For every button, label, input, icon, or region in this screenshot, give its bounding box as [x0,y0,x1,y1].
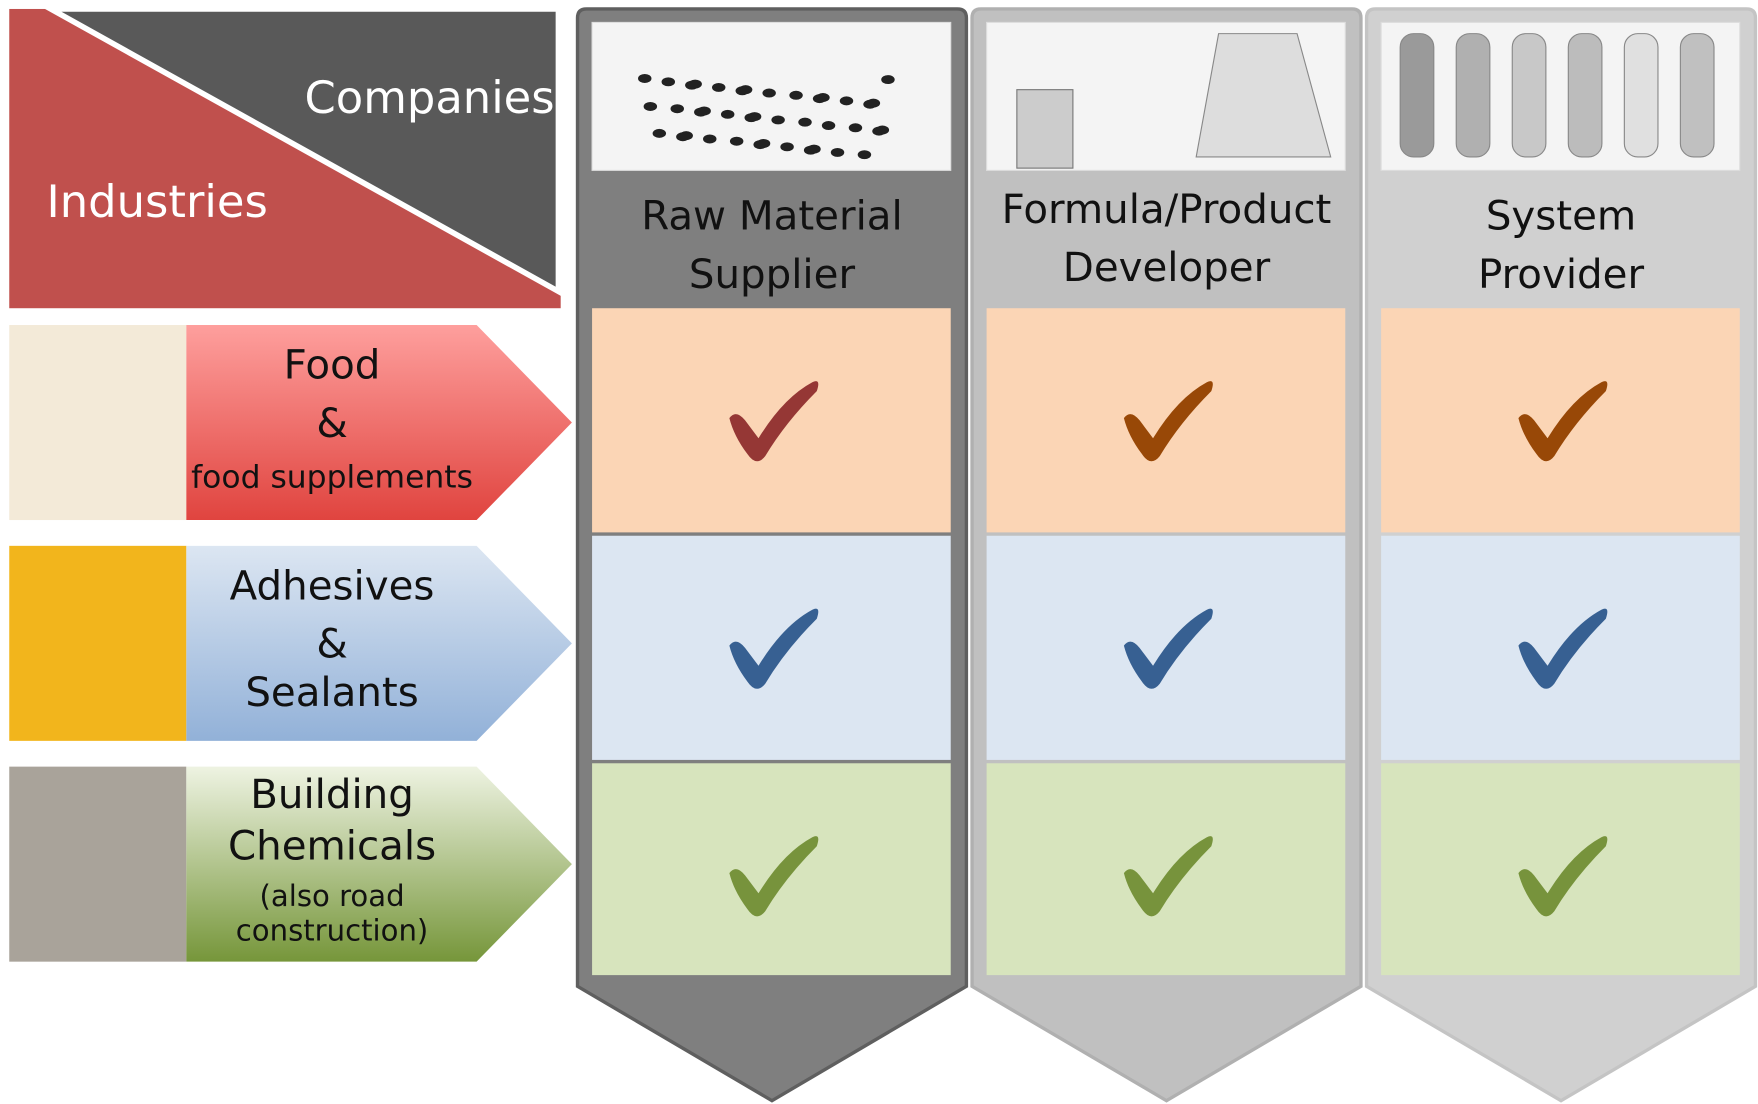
matrix-cell [986,763,1346,976]
pellet [881,75,895,85]
industry-arrow [186,325,572,521]
company-title: Developer [1063,244,1271,291]
checkmark [1518,381,1608,462]
pellet [735,86,749,96]
pellet [839,96,854,106]
pellet [803,145,818,155]
pellet [857,150,872,160]
industry-label: Chemicals [228,822,436,869]
test-tube [1511,33,1547,158]
pellet [872,126,886,136]
company-title: System [1486,193,1636,240]
pellet [821,121,836,131]
pellet [661,77,676,87]
pellet [676,132,690,142]
test-tube [1623,33,1659,158]
checkmark [1123,836,1213,917]
industry-image [9,325,187,521]
test-tube [1567,33,1603,158]
flask [1195,33,1332,158]
industry-label: Adhesives [230,562,435,609]
industry-label: Sealants [245,669,418,716]
checkmark [1123,608,1213,689]
pellet [780,142,794,152]
pellet [753,140,767,150]
checkmark [729,608,819,689]
pellet [720,109,735,119]
industry-label: construction) [236,914,428,948]
company-title: Raw Material [641,193,902,240]
pellet [771,115,785,125]
industry-label: (also road [260,879,405,913]
pellet [762,88,776,98]
pellet [798,117,812,127]
companies-panel [39,6,562,297]
pellet [863,99,877,109]
industry-image [9,545,187,741]
pellet [670,104,684,114]
industry-arrow [186,545,572,741]
industry-label: Building [250,771,414,818]
pellet [711,82,726,92]
company-title: Formula/Product [1002,186,1332,233]
pellet [643,101,658,111]
company-title: Provider [1478,251,1644,298]
test-tube [1399,33,1435,158]
pellet [638,73,652,83]
companies-label: Companies [304,71,554,124]
checkmark [729,836,819,917]
pellet [830,147,845,157]
company-title: Supplier [689,251,856,298]
test-tube [1455,33,1491,158]
pellet [652,128,667,138]
industry-label: & [316,621,347,668]
matrix-cell [592,763,951,976]
industry-arrow [186,766,572,962]
industry-label: & [316,400,347,447]
checkmark [729,381,819,462]
checkmark [1518,608,1608,689]
pellet [812,94,827,104]
pellet [744,113,758,123]
pellet [694,107,708,117]
pellet [789,90,803,100]
checkmark [1518,836,1608,917]
test-tube [1679,33,1715,158]
pellet [685,80,699,90]
pellet [848,123,863,133]
pellet [729,136,744,146]
industry-label: Food [284,342,381,389]
industry-label: food supplements [191,460,473,496]
industries-label: Industries [47,175,268,228]
checkmark [1123,381,1213,462]
pellet [703,134,717,144]
matrix-cell [1381,763,1740,976]
glass [1016,89,1074,169]
industry-image [9,766,187,962]
